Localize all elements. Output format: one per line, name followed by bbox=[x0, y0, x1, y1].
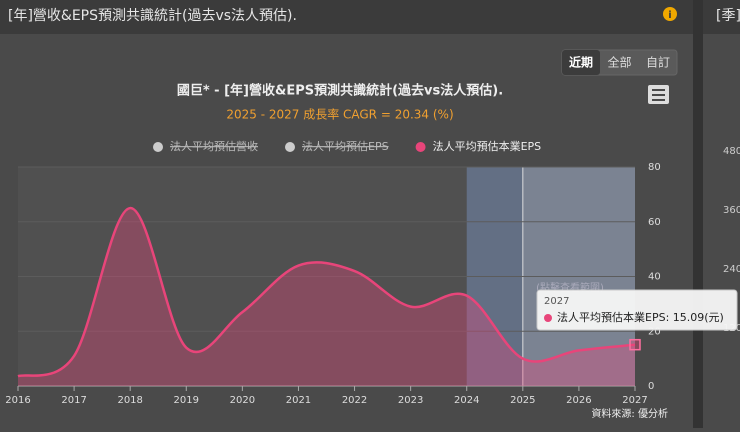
x-tick-label: 2023 bbox=[398, 395, 423, 406]
button-active bbox=[562, 50, 600, 75]
x-tick-label: 2017 bbox=[61, 395, 86, 406]
side-title: [季] bbox=[716, 8, 740, 24]
chart-title: 國巨* - [年]營收&EPS預測共識統計(過去vs法人預估). bbox=[177, 83, 503, 99]
source: 資料來源: 優分析 bbox=[591, 407, 668, 420]
legend-label: 法人平均預估本業EPS bbox=[433, 139, 542, 153]
side-tick-label: 240 bbox=[723, 264, 740, 275]
y-tick-label: 20 bbox=[648, 326, 661, 337]
y-tick-label: 80 bbox=[648, 162, 661, 173]
side-tick-label: 480 bbox=[723, 146, 740, 157]
x-tick-label: 2021 bbox=[286, 395, 311, 406]
x-tick-label: 2026 bbox=[566, 395, 591, 406]
menu-line bbox=[652, 94, 665, 96]
range-button[interactable]: 近期 bbox=[569, 55, 593, 70]
menu-icon[interactable] bbox=[648, 85, 669, 104]
header-title: [年]營收&EPS預測共識統計(過去vs法人預估). bbox=[8, 8, 297, 24]
y-tick-label: 40 bbox=[648, 272, 661, 283]
side-tick-label: 360 bbox=[723, 205, 740, 216]
y-tick-label: 0 bbox=[648, 381, 654, 392]
x-tick-label: 2022 bbox=[342, 395, 367, 406]
x-tick-label: 2019 bbox=[174, 395, 199, 406]
y-tick-label: 60 bbox=[648, 217, 661, 228]
tooltip-text: 法人平均預估本業EPS: 15.09(元) bbox=[557, 310, 724, 324]
range-button[interactable]: 自訂 bbox=[646, 55, 670, 70]
x-tick-label: 2024 bbox=[454, 395, 479, 406]
legend-label: 法人平均預估營收 bbox=[170, 139, 258, 153]
menu-line bbox=[652, 99, 665, 101]
info-icon-glyph: i bbox=[668, 10, 671, 21]
side-header bbox=[703, 0, 740, 34]
legend-marker bbox=[153, 142, 163, 152]
info-icon[interactable] bbox=[663, 7, 677, 21]
menu-line bbox=[652, 89, 665, 91]
x-tick-label: 2020 bbox=[230, 395, 255, 406]
legend-marker bbox=[415, 142, 426, 152]
x-tick-label: 2025 bbox=[510, 395, 535, 406]
chart-subtitle: 2025 - 2027 成長率 CAGR = 20.34 (%) bbox=[226, 107, 453, 122]
tooltip-marker bbox=[544, 314, 552, 322]
x-tick-label: 2018 bbox=[117, 395, 142, 406]
tooltip-title: 2027 bbox=[544, 296, 569, 307]
legend-marker bbox=[285, 142, 295, 152]
tooltip-box bbox=[536, 289, 738, 331]
tooltip: 2027 法人平均預估本業EPS: 15.09(元) bbox=[536, 289, 738, 331]
x-tick-label: 2027 bbox=[622, 395, 647, 406]
legend-label: 法人平均預估EPS bbox=[302, 139, 389, 153]
header-bar bbox=[0, 0, 693, 34]
range-button[interactable]: 全部 bbox=[607, 55, 631, 70]
series-line bbox=[17, 206, 636, 378]
hover-marker bbox=[629, 338, 641, 351]
x-tick-label: 2016 bbox=[5, 395, 30, 406]
divider bbox=[693, 0, 703, 428]
series-area bbox=[18, 208, 635, 386]
